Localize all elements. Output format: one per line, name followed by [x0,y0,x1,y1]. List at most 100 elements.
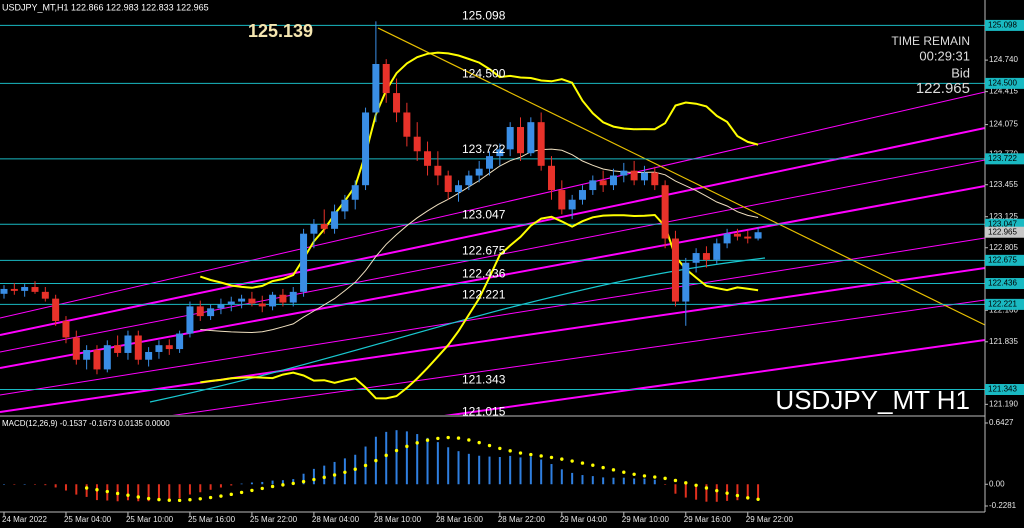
macd-signal [425,438,430,442]
candle-body [599,180,607,186]
trend-line [0,237,985,396]
trend-line [0,267,985,413]
macd-bar [498,457,501,485]
macd-bar [467,453,470,485]
candle-body [41,291,49,299]
macd-label: MACD(12,26,9) -0.1537 -0.1673 0.0135 0.0… [2,419,170,428]
macd-signal [394,448,399,453]
candle-body [269,294,277,307]
macd-bar [684,484,687,498]
candle-body [93,350,101,370]
x-tick-label: 29 Mar 04:00 [560,515,608,524]
level-label: 122.436 [462,267,506,281]
candle-body [207,308,215,317]
candle-body [496,149,504,157]
macd-bar [705,484,708,502]
level-tag [985,254,1024,266]
candle-body [176,333,184,350]
x-tick-label: 29 Mar 16:00 [684,515,732,524]
macd-bar [44,484,47,486]
candle-body [186,306,194,334]
bid-tag-label: 122.965 [988,227,1017,236]
level-tag-label: 124.500 [988,78,1017,87]
macd-signal [136,495,140,499]
macd-signal [725,491,729,495]
candle-body [83,350,91,360]
macd-bar [457,451,460,485]
macd-signal [549,455,554,460]
macd-bar [33,484,36,485]
macd-bar [560,469,563,485]
time-remain: 00:29:31 [919,48,970,63]
y-tick-label: 124.740 [989,55,1018,64]
macd-signal [456,436,461,440]
macd-bar [509,455,512,485]
level-tag [985,153,1024,165]
candle-body [692,253,700,263]
trend-channel [0,91,985,415]
macd-bar [529,456,532,485]
y-tick-label: 121.835 [989,337,1018,346]
bollinger-upper [199,51,759,289]
candle-body [403,112,411,137]
macd-bar [581,475,584,485]
y-tick-label: 124.415 [989,87,1018,96]
x-tick-label: 25 Mar 04:00 [64,515,112,524]
y-tick-label: 122.805 [989,243,1018,252]
macd-signal [208,495,213,500]
x-tick-label: 25 Mar 10:00 [126,515,174,524]
y-tick-label: 121.190 [989,399,1018,408]
y-tick-label: 123.455 [989,180,1018,189]
candle-body [640,172,648,181]
macd-bar [250,482,253,485]
macd-bar [736,484,739,501]
candle-body [434,165,442,176]
macd-bar [230,484,233,486]
candle-body [124,335,132,353]
candle-body [145,351,153,360]
macd-bar [137,484,140,502]
candle-body [754,232,762,239]
trend-line [444,339,985,415]
macd-signal [467,438,471,442]
macd-bar [715,484,718,502]
candle-body [651,172,659,186]
macd-signal [570,459,574,463]
candle-body [238,298,246,302]
time-remain-label: TIME REMAIN [891,34,970,48]
candle-body [568,199,576,210]
macd-signal [632,472,636,476]
macd-bar [488,456,491,485]
level-tag [985,383,1024,395]
level-label: 121.343 [462,373,506,387]
macd-signal [518,451,523,455]
candle-body [517,127,524,154]
y-tick-label: 124.075 [989,120,1018,129]
x-tick-label: 28 Mar 16:00 [436,515,484,524]
bid-value: 122.965 [916,80,970,97]
x-tick-label: 28 Mar 04:00 [312,515,360,524]
macd-bar [416,434,419,485]
macd-bar [633,478,636,485]
candle-body [444,175,452,192]
macd-signal [529,452,533,457]
x-tick-label: 25 Mar 16:00 [188,515,236,524]
macd-signal [735,493,740,498]
macd-signal [343,470,347,474]
moving-average [149,257,766,403]
macd-bar [695,484,698,500]
candle-body [310,223,318,234]
candle-body [217,304,225,309]
candle-body [258,303,266,307]
candle-body [134,335,142,360]
symbol-label: USDJPY_MT H1 [775,385,970,415]
macd-signal [188,498,192,502]
level-tag-label: 121.343 [988,385,1017,394]
macd-signal [198,497,202,501]
macd-signal [746,496,750,500]
x-tick-label: 29 Mar 22:00 [746,515,794,524]
macd-tick-label: -0.2281 [989,501,1017,510]
level-label: 123.722 [462,142,506,156]
macd-bar [292,479,295,485]
